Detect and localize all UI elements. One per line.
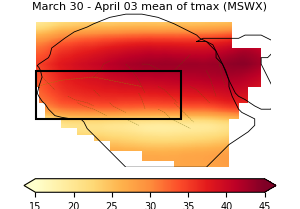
Title: March 30 - April 03 mean of tmax (MSWX): March 30 - April 03 mean of tmax (MSWX) bbox=[32, 2, 268, 12]
Bar bbox=[36, 71, 181, 119]
PathPatch shape bbox=[24, 179, 35, 192]
PathPatch shape bbox=[265, 179, 276, 192]
